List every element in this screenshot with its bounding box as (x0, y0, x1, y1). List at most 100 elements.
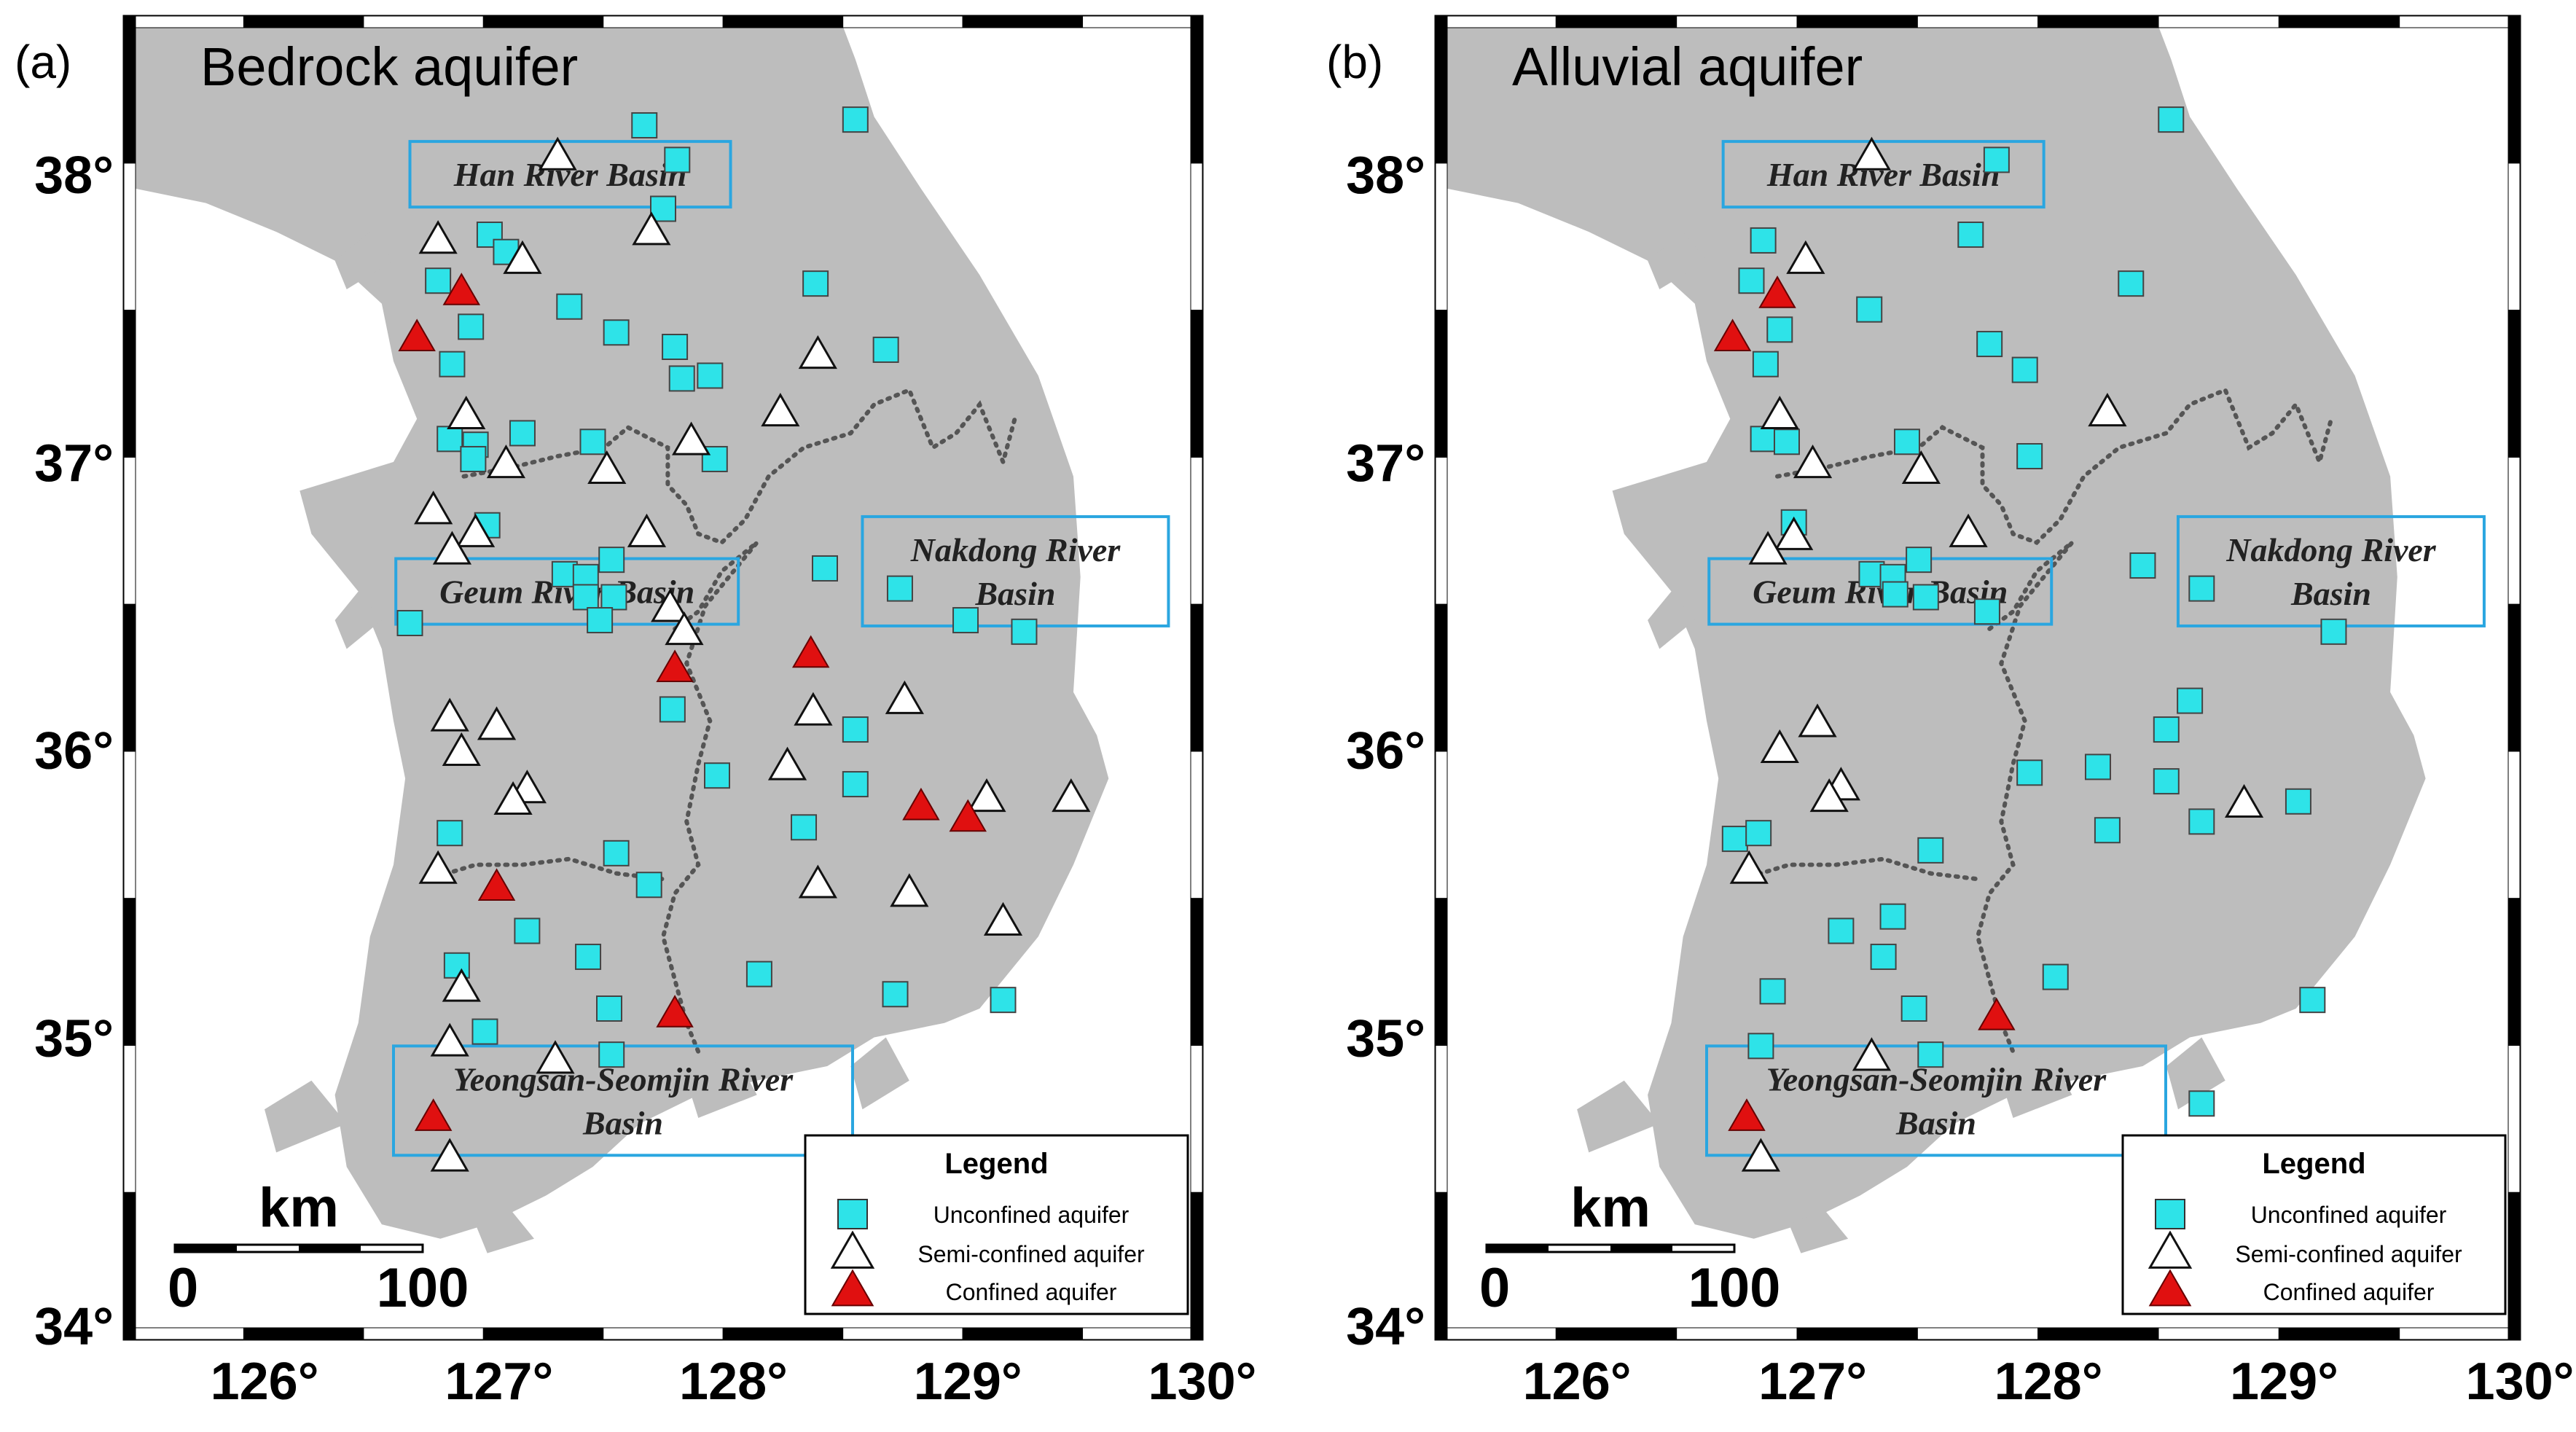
lat-tick-label: 35° (1346, 1009, 1425, 1068)
frame-bar-top (363, 15, 484, 28)
unconfined-aquifer-marker (1917, 1041, 1944, 1068)
unconfined-aquifer-marker (1828, 918, 1855, 944)
unconfined-aquifer-marker (425, 267, 452, 294)
panel-tag: (a) (15, 36, 71, 88)
basin-boundary-2 (1739, 856, 1980, 882)
lat-tick-label: 34° (1346, 1297, 1425, 1355)
frame-bar-right (1190, 751, 1203, 899)
unconfined-aquifer-marker (587, 607, 614, 634)
frame-bar-top (1796, 15, 1918, 28)
unconfined-aquifer-marker (872, 336, 899, 363)
unconfined-aquifer-marker (791, 814, 818, 841)
frame-bar-right (2508, 1044, 2521, 1193)
semi-confined-aquifer-marker (486, 445, 526, 479)
basin-label: Nakdong River (2225, 531, 2437, 568)
semi-confined-aquifer-marker (414, 490, 453, 525)
frame-bar-bottom (1917, 1327, 2039, 1340)
confined-aquifer-marker (791, 635, 830, 668)
confined-aquifer-marker (1758, 275, 1796, 308)
unconfined-aquifer-marker (2153, 716, 2180, 743)
frame-bar-left (123, 310, 136, 458)
unconfined-aquifer-marker (1747, 1033, 1774, 1060)
semi-confined-aquifer-marker (651, 588, 690, 622)
frame-bar-top (2278, 15, 2400, 28)
confined-aquifer-marker (414, 1098, 453, 1131)
semi-confined-aquifer-marker (672, 421, 711, 455)
semi-confined-aquifer-marker (885, 680, 924, 714)
lon-tick-label: 126° (211, 1353, 319, 1411)
unconfined-aquifer-marker (1957, 222, 1984, 249)
map-area (1436, 16, 2520, 1339)
semi-confined-aquifer-marker (1729, 850, 1769, 884)
unconfined-aquifer-marker (556, 293, 583, 320)
island-3 (334, 591, 382, 649)
island-2 (2166, 1037, 2225, 1110)
semi-confined-aquifer-marker (890, 873, 929, 907)
unconfined-aquifer-marker (2188, 1090, 2215, 1117)
unconfined-aquifer-marker (509, 420, 536, 447)
unconfined-aquifer-marker (668, 365, 695, 392)
semi-confined-aquifer-marker (477, 706, 517, 740)
unconfined-aquifer-marker (842, 106, 869, 133)
semi-confined-aquifer-marker (627, 513, 667, 547)
legend-box (2121, 1134, 2507, 1315)
unconfined-aquifer-marker (842, 716, 869, 743)
semi-confined-aquifer-marker (430, 1138, 469, 1172)
semi-confined-aquifer-marker (587, 450, 627, 485)
frame-bar-right (2508, 898, 2521, 1046)
frame-bar-right (1190, 310, 1203, 458)
frame-bar-bottom (842, 1327, 963, 1340)
lon-tick-label: 130° (1148, 1353, 1257, 1411)
semi-confined-aquifer-marker (1793, 445, 1833, 479)
legend-item-label: Confined aquifer (2263, 1279, 2435, 1305)
scale-end: 100 (377, 1257, 469, 1319)
frame-bar-bottom (1555, 1327, 1677, 1340)
frame-bar-left (123, 898, 136, 1046)
semi-confined-aquifer-marker (761, 392, 800, 427)
frame-bar-top (1917, 15, 2039, 28)
frame-bar-right (1190, 1192, 1203, 1340)
unconfined-aquifer-marker (1912, 584, 1939, 611)
lon-tick-label: 129° (2230, 1353, 2338, 1411)
semi-confined-aquifer-marker (447, 395, 486, 430)
semi-confined-aquifer-marker (1760, 729, 1799, 763)
scale-start: 0 (1479, 1257, 1510, 1319)
semi-confined-aquifer-marker (418, 220, 458, 254)
unconfined-aquifer-marker (1750, 426, 1777, 453)
semi-confined-aquifer-marker (632, 211, 671, 246)
unconfined-aquifer-marker (396, 609, 423, 636)
frame-bar-bottom (722, 1327, 844, 1340)
confined-aquifer-marker (1728, 1098, 1766, 1131)
semi-confined-aquifer-marker (430, 697, 469, 732)
semi-confined-aquifer-marker (2224, 783, 2264, 818)
unconfined-aquifer-marker (2320, 618, 2347, 645)
unconfined-aquifer-marker (471, 1018, 498, 1045)
semi-confined-aquifer-marker (1798, 703, 1837, 737)
legend-unconfined-swatch (837, 1199, 868, 1229)
semi-confined-aquifer-marker (1901, 450, 1941, 485)
semi-confined-aquifer-marker (456, 513, 496, 547)
basin-label: Basin (2290, 575, 2371, 612)
unconfined-aquifer-marker (598, 1041, 625, 1068)
legend-item-label: Unconfined aquifer (933, 1202, 1130, 1228)
semi-confined-aquifer-marker (665, 611, 704, 646)
frame-bar-left (1435, 1192, 1448, 1340)
unconfined-aquifer-marker (2299, 987, 2326, 1014)
basin-label: Basin (975, 575, 1056, 612)
frame-bar-top (2037, 15, 2159, 28)
unconfined-aquifer-marker (662, 334, 689, 360)
semi-confined-aquifer-marker (1741, 1138, 1780, 1172)
korea-landmass (136, 16, 1109, 1239)
frame-bar-right (1190, 898, 1203, 1046)
island-3 (1648, 591, 1695, 649)
unconfined-aquifer-marker (436, 426, 463, 453)
basin-label: Basin (582, 1104, 663, 1141)
semi-confined-aquifer-marker (418, 850, 458, 884)
frame-bar-top (2399, 15, 2521, 28)
frame-bar-top (1676, 15, 1798, 28)
basin-boundary-0 (461, 387, 1017, 545)
unconfined-aquifer-marker (1917, 837, 1944, 864)
unconfined-aquifer-marker (697, 362, 724, 389)
confined-aquifer-marker (477, 868, 516, 901)
